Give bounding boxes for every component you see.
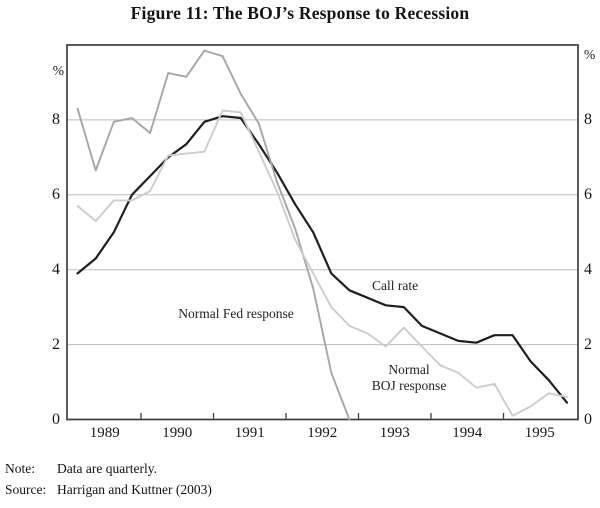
note-row: Note: Data are quarterly. (5, 461, 157, 476)
y-axis-label-right-8: 8 (584, 110, 592, 128)
plot-area (66, 44, 579, 421)
y-axis-label-left-8: 8 (52, 110, 60, 128)
x-axis-label-1995: 1995 (524, 425, 555, 441)
series-line-call-rate (76, 115, 569, 404)
y-axis-label-right-6: 6 (584, 185, 592, 203)
series-label-boj-line1: Normal (388, 362, 430, 377)
y-axis-unit-right: % (584, 47, 596, 62)
series-line-normal-boj-response (76, 109, 568, 417)
x-axis-label-1992: 1992 (307, 425, 338, 441)
note-text: Data are quarterly. (57, 461, 157, 476)
y-axis-unit-left: % (52, 63, 64, 78)
x-axis-label-1991: 1991 (234, 425, 265, 441)
source-label: Source: (5, 482, 47, 497)
x-axis-label-1993: 1993 (379, 425, 410, 441)
source-text: Harrigan and Kuttner (2003) (57, 482, 212, 497)
x-axis-label-1990: 1990 (162, 425, 193, 441)
series-label-normal-boj-response: Normal BOJ response (372, 362, 447, 394)
y-axis-label-right-2: 2 (584, 335, 592, 353)
series-label-normal-fed-response: Normal Fed response (178, 306, 294, 321)
note-label: Note: (5, 461, 35, 476)
chart-title: Figure 11: The BOJ’s Response to Recessi… (130, 3, 470, 23)
y-axis-label-left-0: 0 (52, 410, 60, 428)
y-axis-label-left-6: 6 (52, 185, 60, 203)
y-axis-label-left-4: 4 (52, 260, 60, 278)
series-label-call-rate: Call rate (372, 278, 419, 293)
series-line-normal-fed-response (76, 49, 351, 421)
source-row: Source: Harrigan and Kuttner (2003) (5, 482, 212, 497)
plot-frame (66, 44, 579, 421)
x-axis-label-1994: 1994 (452, 425, 483, 441)
y-axis-label-right-4: 4 (584, 260, 592, 278)
series-label-boj-line2: BOJ response (371, 378, 447, 393)
y-axis-label-right-0: 0 (584, 410, 592, 428)
x-axis-label-1989: 1989 (89, 425, 120, 441)
y-axis-label-left-2: 2 (52, 335, 60, 353)
